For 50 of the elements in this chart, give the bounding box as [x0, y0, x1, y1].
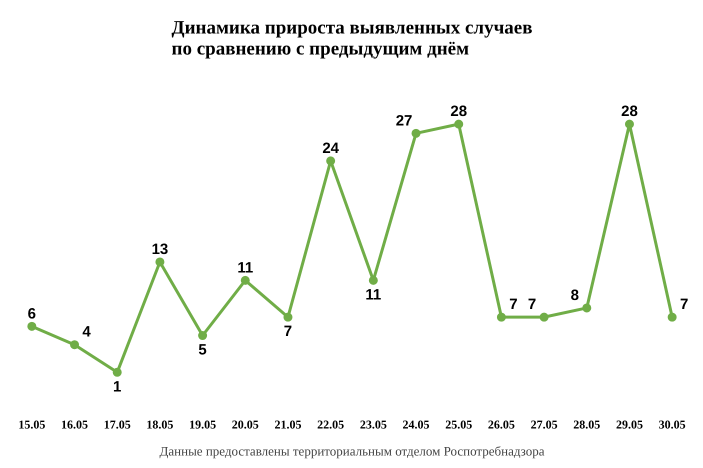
x-tick-label: 15.05 [18, 418, 46, 432]
point [540, 312, 549, 322]
point [70, 340, 80, 350]
point [326, 156, 336, 166]
data-label: 11 [237, 259, 254, 276]
data-label: 1 [113, 378, 122, 396]
point [155, 258, 164, 266]
text: Данные предоставлены территориальным отделом Роспотребнадзора [160, 444, 545, 458]
point [582, 303, 592, 312]
x-tick-label: 27.05 [530, 418, 558, 432]
point [668, 312, 677, 322]
data-label: 28 [450, 103, 468, 120]
data-label: 7 [528, 296, 536, 314]
data-label: 5 [198, 342, 207, 359]
x-tick-label: 22.05 [317, 418, 344, 432]
data-label: 6 [28, 305, 36, 322]
point [368, 276, 378, 285]
x-tick-label: 30.05 [658, 418, 686, 432]
chart-title: Динамика прироста выявленных случаев по сравнению с предыдущим днём [172, 18, 532, 60]
point [240, 276, 250, 285]
data-label: 7 [284, 323, 292, 340]
x-tick-label: 26.05 [488, 418, 515, 432]
point [112, 368, 122, 377]
data-label: 8 [570, 286, 579, 304]
point [283, 312, 292, 322]
x-tick-label: 21.05 [274, 418, 302, 432]
point [412, 128, 421, 138]
x-tick-label: 25.05 [445, 418, 472, 432]
data-label: 28 [621, 103, 638, 120]
data-label: 24 [322, 140, 340, 157]
point [624, 120, 634, 129]
point [27, 322, 36, 331]
x-tick-label: 24.05 [402, 418, 430, 432]
data-label: 13 [152, 240, 168, 258]
data-label: 4 [82, 324, 92, 341]
x-tick-label: 17.05 [104, 418, 131, 432]
point [454, 120, 464, 129]
data-label: 27 [396, 112, 412, 130]
data-label: 11 [365, 286, 382, 304]
point [496, 312, 506, 322]
x-tick-label: 18.05 [146, 418, 174, 432]
data-label: 7 [509, 296, 518, 314]
x-tick-label: 28.05 [573, 418, 600, 432]
x-tick-label: 29.05 [616, 418, 643, 432]
x-tick-label: 19.05 [189, 418, 216, 432]
x-tick-label: 23.05 [360, 418, 387, 432]
point [198, 331, 208, 340]
x-tick-label: 20.05 [232, 418, 259, 432]
data-label: 7 [680, 296, 688, 314]
x-tick-label: 16.05 [61, 418, 88, 432]
